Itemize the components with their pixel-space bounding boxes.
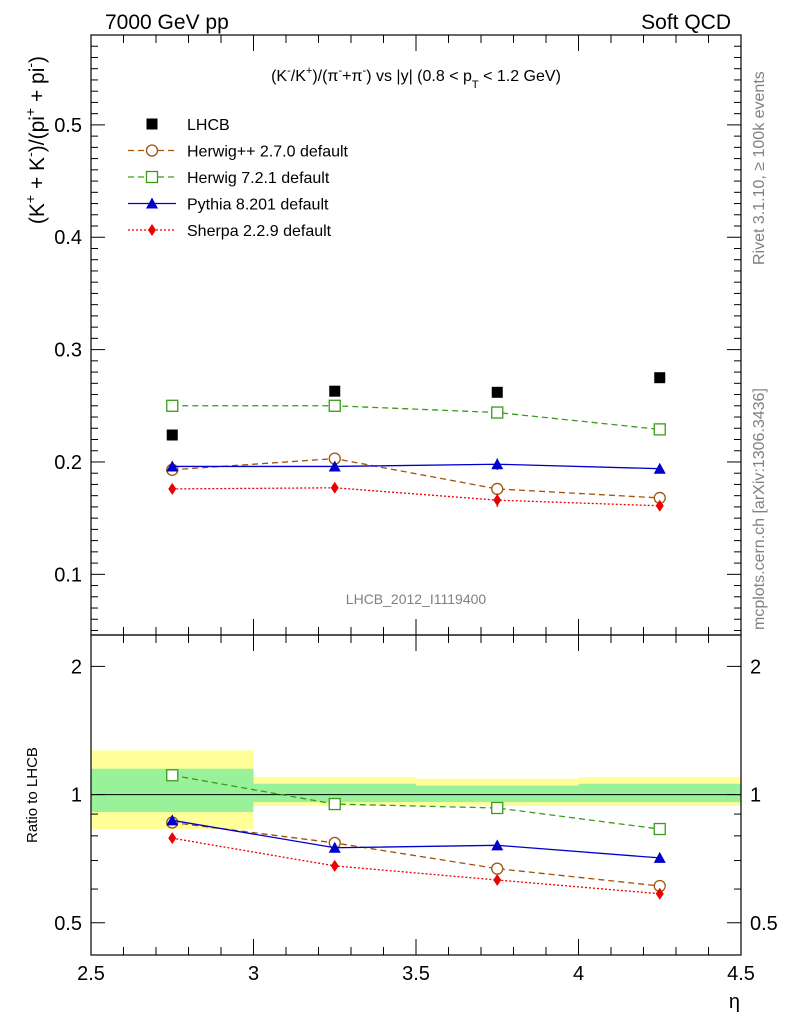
- ratio-line: [172, 837, 660, 895]
- x-tick-label: 3: [248, 963, 259, 985]
- data-point: [653, 462, 666, 474]
- main-plot-series: [166, 372, 666, 512]
- y-tick-label: 0.4: [54, 227, 82, 249]
- legend-marker: [148, 224, 156, 236]
- ratio-y-tick-label: 0.5: [54, 913, 82, 935]
- legend-marker: [146, 197, 158, 209]
- ratio-y-tick-label-right: 0.5: [750, 913, 778, 935]
- ratio-y-axis-label: Ratio to LHCB: [24, 747, 41, 843]
- ratio-point: [166, 814, 179, 826]
- x-axis-label: η: [729, 991, 740, 1013]
- ratio-y-tick-label: 2: [71, 656, 82, 678]
- ratio-point: [328, 797, 341, 811]
- data-point: [328, 399, 341, 412]
- data-point: [491, 386, 503, 398]
- y-tick-label: 0.2: [54, 452, 82, 474]
- x-tick-label: 4.5: [727, 963, 755, 985]
- ratio-point: [330, 859, 339, 872]
- ratio-point: [168, 832, 177, 845]
- data-point: [329, 385, 341, 397]
- legend-entry: LHCB: [146, 117, 230, 134]
- ratio-y-tick-label-right: 2: [750, 656, 761, 678]
- series-line: [172, 463, 660, 470]
- series-herwig-2-7-0-default: [166, 452, 666, 505]
- plot-title: (K-/K+)/(π-+π-) vs |y| (0.8 < pT < 1.2 G…: [271, 65, 561, 91]
- ratio-series-sherpa-2-2-9-default: [168, 832, 664, 900]
- analysis-id-label: LHCB_2012_I1119400: [346, 591, 487, 607]
- ratio-point: [491, 839, 504, 851]
- series-line: [172, 405, 660, 431]
- ratio-point: [493, 874, 502, 887]
- legend-label: LHCB: [187, 117, 230, 134]
- data-point: [491, 458, 504, 470]
- legend-marker: [145, 144, 159, 157]
- data-point: [166, 460, 179, 472]
- band-inner-bin: [578, 783, 741, 803]
- x-tick-label: 4: [573, 963, 584, 985]
- data-point: [491, 482, 504, 496]
- ratio-series-pythia-8-201-default: [166, 814, 666, 863]
- legend-entry: Sherpa 2.2.9 default: [128, 223, 332, 240]
- legend-label: Herwig 7.2.1 default: [187, 170, 330, 187]
- data-point: [330, 481, 339, 494]
- data-point: [328, 460, 341, 472]
- legend-entry: Herwig++ 2.7.0 default: [128, 144, 349, 161]
- band-inner-bin: [416, 785, 579, 803]
- y-tick-label: 0.5: [54, 115, 82, 137]
- series-herwig-7-2-1-default: [166, 399, 666, 436]
- ratio-point: [166, 769, 179, 782]
- y-tick-label: 0.3: [54, 340, 82, 362]
- legend-label: Pythia 8.201 default: [187, 197, 329, 214]
- ratio-line: [172, 819, 660, 859]
- main-axis-ticks: 0.1 0.2 0.3 0.4 0.5: [54, 35, 742, 635]
- y-tick-label: 0.1: [54, 564, 82, 586]
- ratio-point: [653, 822, 666, 836]
- series-pythia-8-201-default: [166, 458, 666, 474]
- legend-entry: Pythia 8.201 default: [128, 197, 329, 214]
- ratio-line: [172, 821, 660, 887]
- ratio-plot-series: [166, 769, 666, 900]
- series-lhcb: [166, 372, 666, 441]
- ratio-series-herwig-7-2-1-default: [166, 769, 666, 836]
- legend-label: Herwig++ 2.7.0 default: [187, 144, 349, 161]
- ratio-point: [491, 801, 504, 815]
- data-point: [491, 406, 504, 419]
- header-left: 7000 GeV pp: [105, 11, 229, 34]
- data-point: [654, 372, 666, 384]
- data-point: [166, 429, 178, 441]
- mcplots-reference-label: mcplots.cern.ch [arXiv:1306.3436]: [751, 388, 768, 630]
- x-tick-label: 3.5: [402, 963, 430, 985]
- data-point: [655, 499, 664, 512]
- ratio-y-tick-label: 1: [71, 785, 82, 807]
- legend: LHCB Herwig++ 2.7.0 default Herwig 7.2.1 d…: [128, 117, 349, 240]
- ratio-point: [328, 841, 341, 853]
- series-line: [172, 457, 660, 499]
- x-tick-label: 2.5: [77, 963, 105, 985]
- ratio-point: [491, 862, 504, 875]
- legend-entry: Herwig 7.2.1 default: [128, 170, 330, 187]
- data-point: [166, 399, 179, 412]
- ratio-plot-frame: [90, 634, 742, 956]
- ratio-axis-ticks: 0.5 0.5 1 1 2 2 2.5 3 3.5 4 4.5: [54, 635, 778, 985]
- ratio-point: [655, 887, 664, 900]
- data-point: [168, 482, 177, 495]
- series-sherpa-2-2-9-default: [168, 481, 664, 512]
- ratio-y-tick-label-right: 1: [750, 785, 761, 807]
- data-point: [653, 423, 666, 436]
- legend-marker: [146, 118, 158, 130]
- legend-label: Sherpa 2.2.9 default: [187, 223, 332, 240]
- band-inner-bin: [253, 783, 416, 803]
- rivet-version-label: Rivet 3.1.10, ≥ 100k events: [751, 71, 768, 265]
- main-y-axis-label: (K+ + K-)/(pi+ + pi-): [22, 56, 49, 224]
- ratio-point: [653, 851, 666, 863]
- header-right: Soft QCD: [641, 11, 731, 34]
- legend-marker: [145, 170, 159, 184]
- data-point: [493, 494, 502, 507]
- ratio-line: [172, 774, 660, 830]
- series-line: [172, 487, 660, 507]
- ratio-uncertainty-bands: [91, 750, 741, 830]
